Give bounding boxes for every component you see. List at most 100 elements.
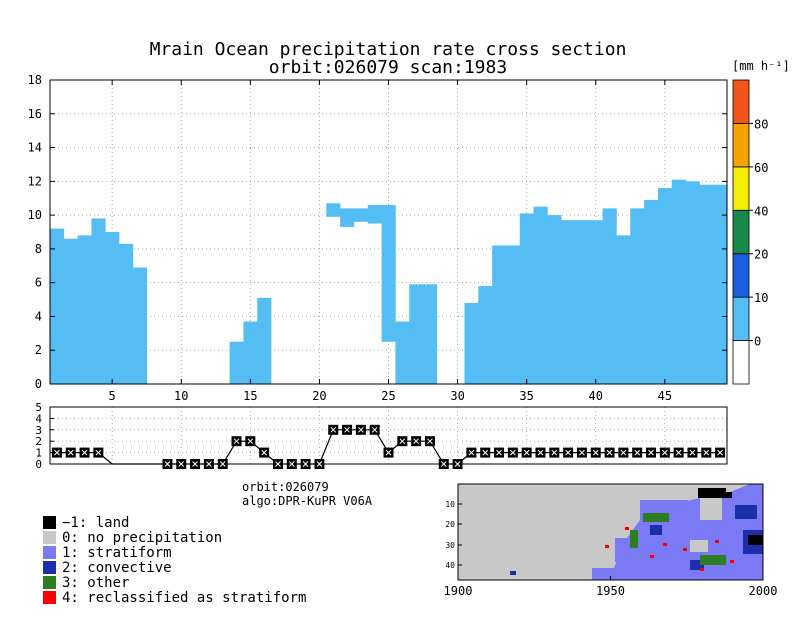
rain-bar — [132, 267, 148, 384]
rain-bar — [119, 243, 134, 384]
minimap-land-area — [720, 492, 732, 498]
flag-marker-cross — [399, 438, 406, 445]
flag-marker — [286, 459, 297, 469]
y-tick-label: 16 — [28, 107, 42, 121]
minimap-no-precip-pocket — [700, 498, 722, 520]
flag-marker — [79, 447, 90, 458]
flag-marker — [618, 447, 629, 458]
minimap-convective-area — [735, 505, 757, 519]
flag-marker-cross — [427, 438, 433, 445]
colorbar-bin — [732, 209, 750, 255]
colorbar-bin — [732, 166, 750, 211]
x-tick-label: 30 — [450, 389, 464, 403]
rain-bar — [50, 228, 65, 384]
minimap-reclassified-pixel — [663, 543, 667, 546]
flag-marker-cross — [482, 449, 489, 456]
colorbar-tick-label: 80 — [754, 117, 768, 131]
flag-marker — [632, 447, 643, 458]
y-tick-label: 12 — [28, 174, 42, 188]
rain-bar — [257, 297, 272, 384]
legend-swatch — [43, 576, 56, 589]
rain-bar — [326, 203, 341, 217]
flag-marker-cross — [385, 449, 392, 456]
x-tick-label: 5 — [109, 389, 116, 403]
y-tick-label: 14 — [28, 141, 42, 155]
flag-marker-cross — [164, 461, 171, 467]
legend-item-label: −1: land — [62, 515, 129, 531]
colorbar-bin — [732, 296, 750, 341]
flag-marker-cross — [344, 426, 350, 433]
flag-marker — [604, 447, 615, 458]
flag-marker-cross — [592, 449, 599, 456]
minimap-reclassified-pixel — [605, 545, 609, 548]
colorbar: [mm h⁻¹] 0 10 20 40 60 80 — [732, 59, 790, 385]
flag-marker — [466, 447, 477, 458]
rain-bar — [602, 208, 617, 384]
rain-bar — [478, 286, 493, 384]
colorbar-bin — [732, 123, 750, 168]
minimap-reclassified-pixel — [715, 540, 719, 543]
flag-marker-cross — [703, 449, 710, 456]
x-tick-label: 10 — [174, 389, 188, 403]
rain-bar — [685, 181, 700, 384]
rain-bar — [630, 208, 645, 384]
flag-marker — [701, 447, 712, 458]
legend-swatch — [43, 516, 56, 529]
minimap-other-area — [643, 513, 669, 522]
colorbar-bin — [732, 79, 750, 124]
flag-marker — [549, 447, 560, 458]
flag-frame — [49, 406, 728, 465]
minimap-reclassified-pixel — [730, 560, 734, 563]
flag-marker-cross — [233, 438, 240, 445]
flag-marker-cross — [440, 461, 447, 467]
flag-marker-cross — [648, 449, 654, 456]
rain-bar — [575, 220, 590, 384]
flag-marker — [646, 447, 657, 458]
flag-series-line — [56, 429, 721, 465]
minimap-stratiform-area — [592, 568, 672, 580]
flag-marker-cross — [413, 438, 419, 445]
x-tick-label: 45 — [658, 389, 672, 403]
rain-bar — [699, 184, 714, 384]
flag-marker — [203, 459, 214, 469]
minimap-land-area — [748, 535, 763, 545]
orbit-label: orbit:026079 — [242, 480, 329, 494]
legend-item-label: 4: reclassified as stratiform — [62, 590, 306, 606]
flag-marker — [383, 447, 394, 458]
x-tick-label: 20 — [312, 389, 326, 403]
flag-y-tick-label: 4 — [35, 412, 42, 425]
flag-marker-cross — [288, 461, 295, 467]
y-tick-label: 2 — [35, 343, 42, 357]
flag-marker — [93, 447, 104, 458]
flag-y-tick-label: 1 — [35, 447, 42, 460]
rain-bar — [492, 245, 507, 384]
flag-marker-cross — [579, 449, 585, 456]
flag-marker — [162, 459, 173, 469]
flag-marker — [480, 447, 491, 458]
flag-y-tick-label: 2 — [35, 435, 42, 448]
rain-bar — [644, 199, 659, 384]
x-tick-label: 25 — [381, 389, 395, 403]
minimap-reclassified-pixel — [650, 555, 654, 558]
flag-marker-cross — [261, 449, 268, 456]
flag-marker — [369, 424, 380, 435]
rain-bar — [77, 235, 92, 384]
algo-label: algo:DPR-KuPR V06A — [242, 494, 373, 508]
colorbar-tick-label: 20 — [754, 248, 768, 262]
rain-bar — [464, 302, 479, 384]
rain-bar — [519, 213, 534, 384]
flag-marker-cross — [634, 449, 641, 456]
legend-swatch — [43, 546, 56, 559]
x-tick-label: 15 — [243, 389, 257, 403]
flag-marker-cross — [523, 449, 530, 456]
flag-marker-cross — [206, 461, 212, 467]
flag-y-tick-label: 3 — [35, 424, 42, 437]
flag-marker — [507, 447, 518, 458]
flag-marker-cross — [454, 461, 461, 467]
rain-bar — [381, 204, 396, 342]
flag-marker — [452, 459, 463, 469]
cross-section-plot: 5 10 15 20 25 30 35 40 45 0 2 4 6 8 10 12 14 16 18 — [28, 73, 728, 403]
flag-marker — [355, 424, 366, 435]
flag-marker — [438, 459, 449, 469]
